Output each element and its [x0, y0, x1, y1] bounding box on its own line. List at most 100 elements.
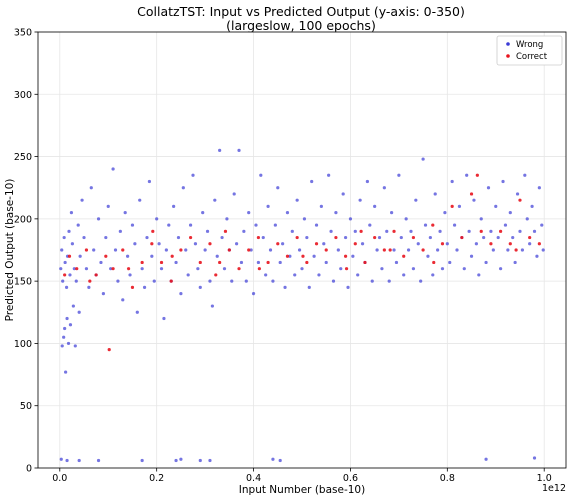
wrong-point — [65, 316, 69, 321]
wrong-point — [256, 260, 261, 265]
wrong-point — [520, 248, 525, 252]
plot-area — [37, 31, 567, 469]
wrong-point — [540, 223, 544, 227]
wrong-point — [339, 267, 343, 271]
wrong-point — [465, 173, 469, 177]
x-tick-label: 0.0 — [52, 473, 67, 484]
wrong-point — [176, 235, 181, 240]
wrong-point — [331, 279, 336, 283]
wrong-point — [244, 279, 248, 283]
x-axis-label: Input Number (base-10) — [239, 484, 365, 496]
wrong-point — [508, 211, 512, 215]
wrong-point — [477, 273, 481, 277]
wrong-point — [380, 267, 384, 271]
wrong-point — [472, 198, 476, 202]
x-tick-label: 1.0 — [537, 473, 552, 484]
wrong-point — [152, 279, 156, 283]
wrong-point — [423, 223, 428, 227]
wrong-point — [109, 267, 113, 271]
wrong-point — [210, 304, 214, 308]
correct-point — [107, 348, 111, 352]
wrong-point — [421, 157, 425, 161]
wrong-point — [174, 458, 178, 463]
wrong-point — [92, 248, 96, 252]
correct-point — [460, 235, 464, 240]
wrong-point — [499, 267, 503, 271]
y-tick-label: 200 — [14, 214, 32, 225]
wrong-point — [448, 260, 452, 265]
wrong-point — [116, 279, 120, 283]
wrong-point — [271, 457, 275, 461]
wrong-point — [186, 273, 190, 277]
chart-title: CollatzTST: Input vs Predicted Output (y… — [137, 4, 465, 19]
correct-point — [479, 229, 483, 233]
wrong-point — [237, 148, 241, 152]
wrong-point — [162, 316, 166, 321]
wrong-point — [164, 248, 168, 252]
wrong-point — [118, 229, 122, 233]
y-tick-label: 0 — [26, 464, 32, 475]
wrong-point — [414, 198, 418, 202]
correct-point — [499, 229, 503, 233]
wrong-point — [232, 192, 236, 196]
correct-point — [276, 242, 280, 246]
wrong-point — [128, 273, 132, 277]
correct-point — [450, 204, 454, 208]
wrong-point — [135, 310, 139, 314]
wrong-point — [455, 248, 459, 252]
wrong-point — [377, 235, 382, 240]
y-tick-label: 100 — [14, 339, 32, 350]
wrong-point — [60, 248, 64, 252]
wrong-point — [84, 267, 89, 271]
wrong-point — [215, 254, 219, 258]
wrong-point — [106, 204, 110, 208]
wrong-point — [356, 273, 360, 277]
correct-point — [489, 242, 493, 246]
wrong-point — [249, 248, 253, 252]
wrong-point — [302, 217, 307, 221]
wrong-point — [273, 223, 277, 227]
correct-point — [392, 229, 396, 233]
correct-point — [305, 260, 309, 265]
wrong-point — [89, 186, 93, 190]
wrong-point — [251, 292, 256, 296]
data-points — [59, 148, 545, 463]
correct-point — [295, 235, 299, 240]
wrong-point — [368, 223, 372, 227]
legend-marker-wrong — [506, 42, 510, 46]
wrong-point — [482, 235, 486, 240]
wrong-point — [375, 248, 379, 252]
correct-point — [469, 192, 474, 196]
correct-point — [266, 260, 270, 265]
wrong-point — [404, 217, 408, 221]
wrong-point — [140, 267, 144, 271]
correct-point — [237, 267, 241, 271]
wrong-point — [324, 260, 328, 265]
wrong-point — [72, 267, 76, 271]
wrong-point — [111, 167, 115, 171]
correct-point — [75, 267, 79, 271]
wrong-point — [203, 248, 207, 252]
wrong-point — [247, 211, 251, 215]
correct-point — [388, 248, 392, 252]
wrong-point — [69, 211, 74, 215]
wrong-point — [491, 248, 495, 252]
wrong-point — [484, 260, 488, 265]
correct-point — [63, 273, 67, 277]
wrong-point — [443, 211, 447, 215]
wrong-point — [322, 242, 326, 246]
wrong-point — [329, 229, 333, 233]
wrong-point — [433, 192, 437, 196]
wrong-point — [532, 229, 537, 233]
y-tick-label: 250 — [14, 152, 32, 163]
wrong-point — [431, 273, 435, 277]
wrong-point — [530, 204, 534, 208]
correct-point — [170, 254, 174, 258]
wrong-point — [494, 204, 498, 208]
wrong-point — [101, 292, 105, 296]
correct-point — [218, 260, 222, 265]
correct-point — [359, 229, 363, 233]
wrong-point — [87, 285, 91, 289]
x-axis-ticks: 0.0 0.2 0.4 0.6 0.8 1.0 — [52, 468, 552, 484]
wrong-point — [285, 211, 290, 215]
